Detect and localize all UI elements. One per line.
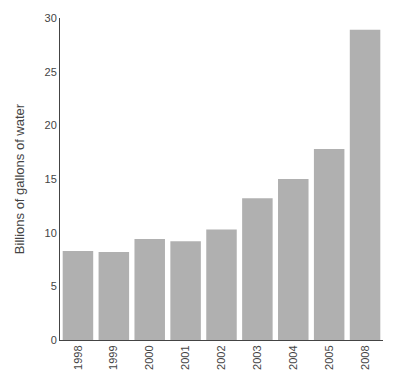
svg-text:15: 15 <box>45 173 57 185</box>
svg-text:2005: 2005 <box>323 345 335 369</box>
svg-text:20: 20 <box>45 119 57 131</box>
svg-text:25: 25 <box>45 66 57 78</box>
svg-text:2000: 2000 <box>143 345 155 369</box>
svg-text:2001: 2001 <box>179 345 191 369</box>
svg-text:0: 0 <box>51 334 57 346</box>
svg-text:2004: 2004 <box>287 345 299 369</box>
svg-text:10: 10 <box>45 227 57 239</box>
svg-text:2003: 2003 <box>251 345 263 369</box>
svg-text:1998: 1998 <box>72 345 84 369</box>
svg-text:1999: 1999 <box>107 345 119 369</box>
svg-text:30: 30 <box>45 12 57 24</box>
svg-text:Billions of gallons of water: Billions of gallons of water <box>12 103 27 254</box>
svg-text:2008: 2008 <box>359 345 371 369</box>
svg-text:5: 5 <box>51 280 57 292</box>
svg-text:2002: 2002 <box>215 345 227 369</box>
